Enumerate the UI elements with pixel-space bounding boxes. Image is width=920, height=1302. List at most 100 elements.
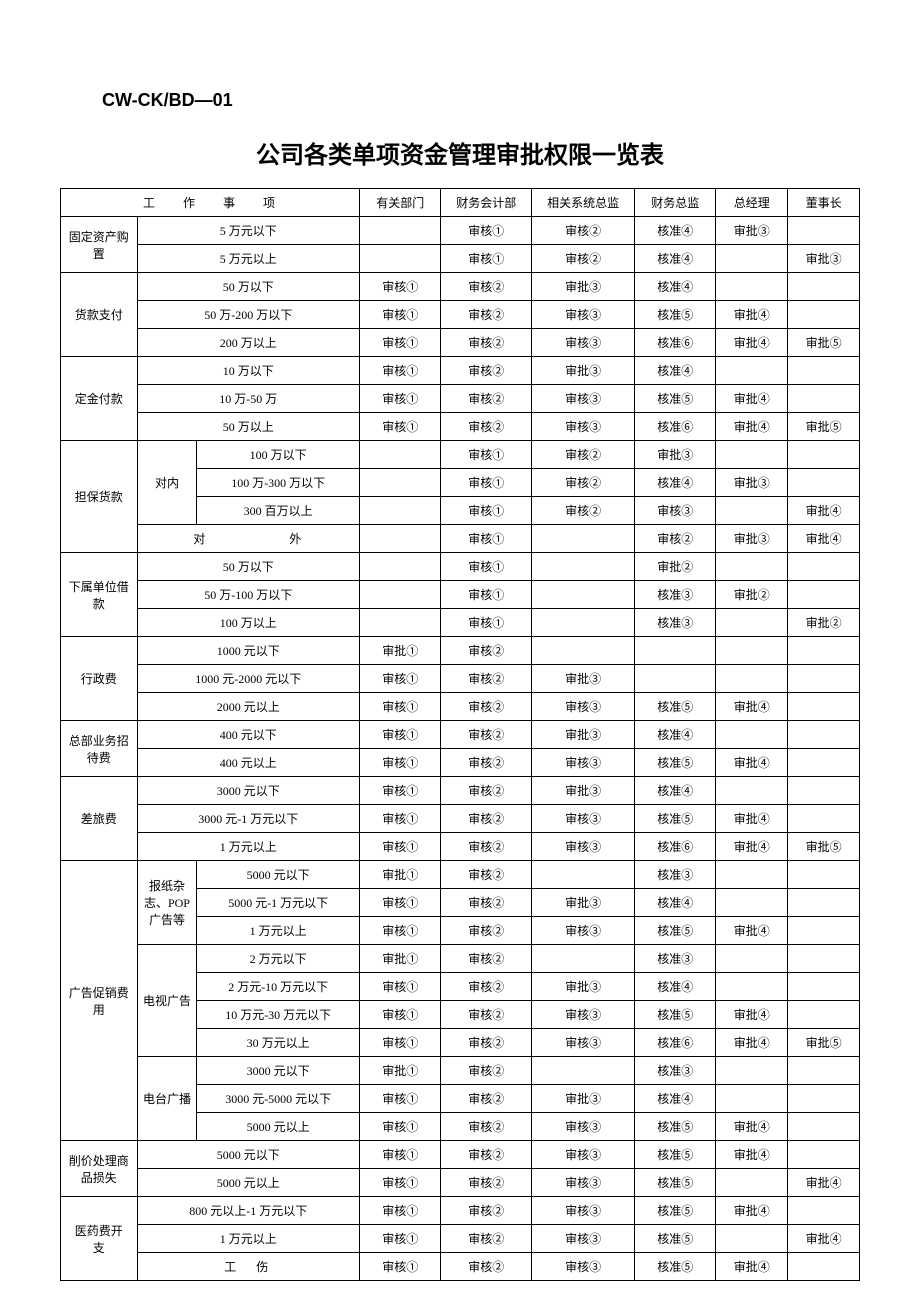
- table-row: 3000 元-1 万元以下 审核① 审核② 审核③ 核准⑤ 审批④: [61, 805, 860, 833]
- table-row: 10 万-50 万 审核① 审核② 审核③ 核准⑤ 审批④: [61, 385, 860, 413]
- sub-item: 1 万元以上: [197, 917, 360, 945]
- cell: 审批④: [716, 1029, 788, 1057]
- cell: 核准⑥: [635, 1029, 716, 1057]
- cell: 审核③: [635, 497, 716, 525]
- cell: 核准⑤: [635, 1253, 716, 1281]
- cell: [716, 273, 788, 301]
- cell: 核准④: [635, 357, 716, 385]
- cell: [788, 917, 860, 945]
- cell: 审核①: [360, 665, 441, 693]
- section-label: 广告促销费用: [61, 861, 138, 1141]
- cell: 审批⑤: [788, 329, 860, 357]
- section-label: 行政费: [61, 637, 138, 721]
- document-code: CW-CK/BD—01: [102, 90, 860, 111]
- cell: 审核③: [532, 1029, 635, 1057]
- cell: [716, 721, 788, 749]
- cell: 审核②: [441, 973, 532, 1001]
- cell: 核准④: [635, 245, 716, 273]
- cell: 审核②: [441, 693, 532, 721]
- cell: 审核①: [360, 889, 441, 917]
- cell: 核准⑤: [635, 385, 716, 413]
- cell: [532, 945, 635, 973]
- cell: 审核②: [441, 917, 532, 945]
- cell: [716, 245, 788, 273]
- cell: 审批④: [716, 1253, 788, 1281]
- cell: [532, 553, 635, 581]
- table-row: 100 万以上 审核① 核准③ 审批②: [61, 609, 860, 637]
- cell: 审核③: [532, 1169, 635, 1197]
- cell: 审核③: [532, 301, 635, 329]
- section-label: 定金付款: [61, 357, 138, 441]
- table-row: 削价处理商品损失 5000 元以下 审核① 审核② 审核③ 核准⑤ 审批④: [61, 1141, 860, 1169]
- table-row: 电视广告 2 万元以下 审批① 审核② 核准③: [61, 945, 860, 973]
- table-header-row: 工 作 事 项 有关部门 财务会计部 相关系统总监 财务总监 总经理 董事长: [61, 189, 860, 217]
- table-row: 下属单位借 款 50 万以下 审核① 审批②: [61, 553, 860, 581]
- cell: 审批①: [360, 1057, 441, 1085]
- cell: [788, 973, 860, 1001]
- cell: 审核③: [532, 805, 635, 833]
- cell: 审批④: [716, 329, 788, 357]
- cell: [635, 637, 716, 665]
- section-label: 差旅费: [61, 777, 138, 861]
- cell: 审核②: [532, 441, 635, 469]
- cell: [716, 357, 788, 385]
- cell: [788, 1001, 860, 1029]
- table-row: 行政费 1000 元以下 审批① 审核②: [61, 637, 860, 665]
- cell: 审批④: [716, 1197, 788, 1225]
- sub-item: 800 元以上-1 万元以下: [137, 1197, 359, 1225]
- cell: [788, 1057, 860, 1085]
- cell: 审核③: [532, 693, 635, 721]
- cell: 核准③: [635, 581, 716, 609]
- cell: [788, 945, 860, 973]
- cell: 审核①: [360, 917, 441, 945]
- approval-table: 工 作 事 项 有关部门 财务会计部 相关系统总监 财务总监 总经理 董事长 固…: [60, 188, 860, 1281]
- cell: 审核①: [441, 609, 532, 637]
- cell: 核准④: [635, 889, 716, 917]
- table-row: 2000 元以上 审核① 审核② 审核③ 核准⑤ 审批④: [61, 693, 860, 721]
- table-row: 医药费开 支 800 元以上-1 万元以下 审核① 审核② 审核③ 核准⑤ 审批…: [61, 1197, 860, 1225]
- cell: [788, 889, 860, 917]
- cell: 审核②: [441, 1225, 532, 1253]
- cell: 审批③: [532, 357, 635, 385]
- cell: 审批④: [716, 693, 788, 721]
- cell: 审核②: [441, 945, 532, 973]
- cell: 核准③: [635, 945, 716, 973]
- cell: 审批③: [716, 525, 788, 553]
- cell: 审批④: [716, 749, 788, 777]
- cell: 审核②: [441, 1001, 532, 1029]
- cell: 审核③: [532, 413, 635, 441]
- sub-item: 1000 元以下: [137, 637, 359, 665]
- cell: [788, 805, 860, 833]
- cell: [360, 525, 441, 553]
- cell: [360, 245, 441, 273]
- cell: 审核①: [441, 469, 532, 497]
- cell: 核准④: [635, 721, 716, 749]
- cell: 审批③: [716, 469, 788, 497]
- cell: 审核①: [360, 1225, 441, 1253]
- cell: [716, 777, 788, 805]
- cell: [788, 637, 860, 665]
- cell: 审核②: [441, 833, 532, 861]
- cell: 审核②: [441, 749, 532, 777]
- cell: 审核③: [532, 329, 635, 357]
- cell: 审核①: [360, 833, 441, 861]
- cell: 审批④: [788, 525, 860, 553]
- cell: [788, 749, 860, 777]
- cell: 审核②: [532, 217, 635, 245]
- cell: 审核①: [360, 805, 441, 833]
- cell: 核准⑤: [635, 917, 716, 945]
- cell: 审批④: [788, 1225, 860, 1253]
- cell: 审核①: [360, 749, 441, 777]
- sub-label: 电台广播: [137, 1057, 197, 1141]
- cell: 审核②: [441, 1085, 532, 1113]
- cell: [788, 693, 860, 721]
- sub-item: 50 万以下: [137, 553, 359, 581]
- sub-item: 200 万以上: [137, 329, 359, 357]
- cell: [788, 721, 860, 749]
- cell: 审核②: [441, 889, 532, 917]
- cell: 审批④: [716, 301, 788, 329]
- cell: 审批④: [716, 805, 788, 833]
- cell: [788, 1141, 860, 1169]
- table-row: 1 万元以上 审核① 审核② 审核③ 核准⑥ 审批④ 审批⑤: [61, 833, 860, 861]
- cell: 审核②: [441, 1169, 532, 1197]
